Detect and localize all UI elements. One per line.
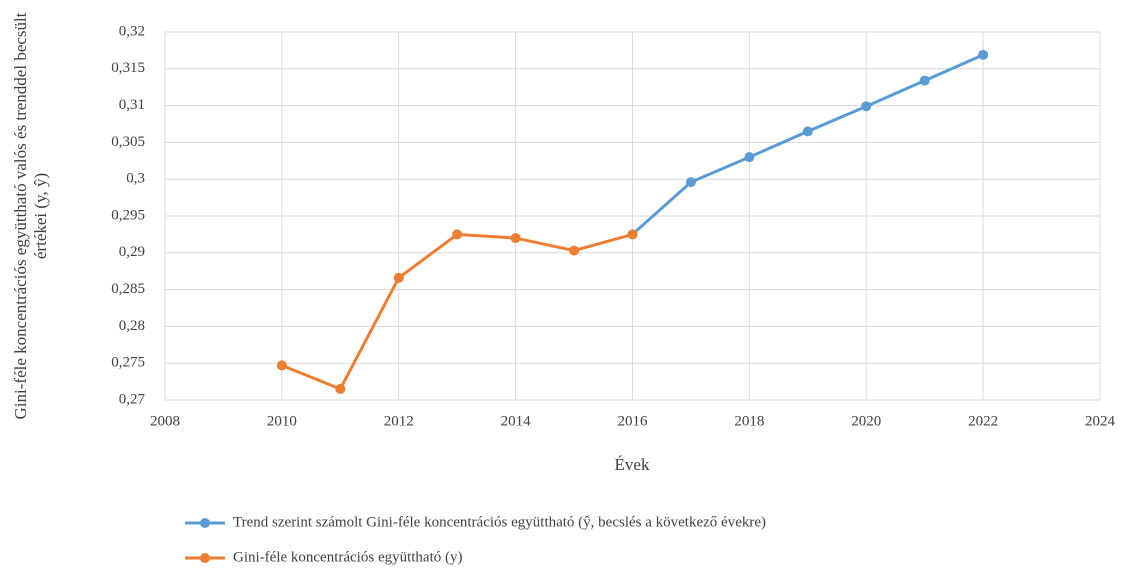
data-point (919, 75, 930, 86)
y-tick-label: 0,3 (126, 171, 145, 187)
legend-marker (200, 553, 210, 563)
legend-label: Gini-féle koncentrációs együttható (y) (233, 549, 463, 565)
y-axis-title: értékei (y, ŷ) (31, 173, 50, 259)
y-tick-label: 0,295 (111, 207, 145, 223)
x-tick-label: 2022 (968, 413, 998, 429)
data-point (452, 229, 463, 240)
x-tick-label: 2018 (734, 413, 764, 429)
data-point (802, 126, 813, 137)
y-tick-label: 0,29 (119, 244, 145, 260)
data-point (685, 177, 696, 188)
x-axis-title: Évek (615, 455, 650, 474)
x-tick-label: 2008 (150, 413, 180, 429)
x-tick-label: 2016 (618, 413, 649, 429)
x-tick-label: 2014 (501, 413, 532, 429)
y-tick-label: 0,275 (111, 355, 145, 371)
legend-marker (200, 518, 210, 528)
x-tick-label: 2024 (1085, 413, 1116, 429)
data-point (510, 233, 521, 244)
y-tick-label: 0,285 (111, 281, 145, 297)
data-point (276, 360, 287, 371)
y-axis-title: Gini-féle koncentrációs együttható valós… (11, 12, 30, 419)
data-point (978, 49, 989, 60)
data-point (335, 383, 346, 394)
legend-label: Trend szerint számolt Gini-féle koncentr… (233, 514, 766, 530)
y-tick-label: 0,305 (111, 134, 145, 150)
y-tick-label: 0,32 (119, 23, 145, 39)
x-tick-label: 2010 (267, 413, 297, 429)
y-tick-label: 0,27 (119, 391, 146, 407)
y-tick-label: 0,28 (119, 318, 145, 334)
x-tick-label: 2012 (384, 413, 414, 429)
data-point (393, 272, 404, 283)
data-point (627, 229, 638, 240)
data-point (861, 101, 872, 112)
x-tick-label: 2020 (851, 413, 881, 429)
y-tick-label: 0,315 (111, 60, 145, 76)
data-point (569, 245, 580, 256)
plot-border (164, 31, 1101, 401)
data-point (744, 152, 755, 163)
y-tick-label: 0,31 (119, 97, 145, 113)
